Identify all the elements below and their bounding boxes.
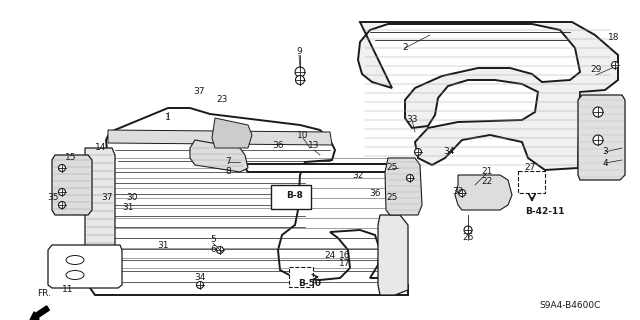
Text: 13: 13 xyxy=(308,141,320,150)
Circle shape xyxy=(458,189,465,196)
Text: 33: 33 xyxy=(406,116,418,124)
Text: 15: 15 xyxy=(65,154,77,163)
Circle shape xyxy=(611,61,618,68)
Polygon shape xyxy=(578,95,625,180)
Polygon shape xyxy=(358,22,618,170)
Text: 1: 1 xyxy=(165,114,171,123)
Polygon shape xyxy=(378,215,408,295)
FancyBboxPatch shape xyxy=(289,267,313,287)
Text: 32: 32 xyxy=(352,171,364,180)
Polygon shape xyxy=(52,155,92,215)
Text: 11: 11 xyxy=(62,284,74,293)
Polygon shape xyxy=(108,130,332,145)
Polygon shape xyxy=(245,164,398,172)
Text: FR.: FR. xyxy=(37,289,51,298)
Polygon shape xyxy=(212,118,252,148)
Text: 34: 34 xyxy=(195,274,205,283)
Ellipse shape xyxy=(66,255,84,265)
Text: 37: 37 xyxy=(193,87,205,97)
Text: 16: 16 xyxy=(339,251,351,260)
Text: 37: 37 xyxy=(101,194,113,203)
Circle shape xyxy=(295,67,305,77)
Text: 7: 7 xyxy=(225,157,231,166)
Circle shape xyxy=(593,107,603,117)
Text: 25: 25 xyxy=(387,164,397,172)
Text: 25: 25 xyxy=(387,194,397,203)
Text: 10: 10 xyxy=(297,132,308,140)
Text: 2: 2 xyxy=(402,44,408,52)
Circle shape xyxy=(196,282,204,289)
Text: 9: 9 xyxy=(296,47,302,57)
Text: 30: 30 xyxy=(126,194,138,203)
Circle shape xyxy=(58,202,65,209)
Text: 17: 17 xyxy=(339,260,351,268)
Text: 35: 35 xyxy=(47,194,59,203)
Circle shape xyxy=(58,164,65,172)
Text: S9A4-B4600C: S9A4-B4600C xyxy=(540,300,601,309)
Text: 27: 27 xyxy=(524,164,536,172)
Text: 21: 21 xyxy=(481,166,493,175)
Text: 31: 31 xyxy=(157,241,169,250)
Text: 24: 24 xyxy=(324,251,335,260)
Text: B-50: B-50 xyxy=(298,278,321,287)
Circle shape xyxy=(406,174,413,181)
Polygon shape xyxy=(85,148,115,275)
Text: 6: 6 xyxy=(210,244,216,253)
Text: 5: 5 xyxy=(210,235,216,244)
Text: 18: 18 xyxy=(608,34,620,43)
Circle shape xyxy=(593,135,603,145)
Polygon shape xyxy=(190,140,248,172)
Text: 29: 29 xyxy=(590,66,602,75)
Text: 36: 36 xyxy=(272,140,284,149)
FancyBboxPatch shape xyxy=(271,185,311,209)
Circle shape xyxy=(415,148,422,156)
FancyBboxPatch shape xyxy=(518,171,545,193)
Text: B-42-11: B-42-11 xyxy=(525,207,564,217)
Polygon shape xyxy=(455,175,512,210)
Circle shape xyxy=(216,246,223,253)
Circle shape xyxy=(58,188,65,196)
Text: 3: 3 xyxy=(602,148,608,156)
Text: 22: 22 xyxy=(481,177,493,186)
Text: 26: 26 xyxy=(462,233,474,242)
Text: 34: 34 xyxy=(444,148,454,156)
FancyArrow shape xyxy=(30,306,49,320)
Text: 32: 32 xyxy=(452,187,464,196)
Circle shape xyxy=(296,76,305,84)
Text: 14: 14 xyxy=(95,143,107,153)
Text: 23: 23 xyxy=(216,95,228,105)
Text: 4: 4 xyxy=(602,158,608,167)
Polygon shape xyxy=(385,158,422,215)
Ellipse shape xyxy=(66,270,84,279)
Polygon shape xyxy=(88,108,408,295)
Text: B-8: B-8 xyxy=(287,190,303,199)
Polygon shape xyxy=(48,245,122,288)
Circle shape xyxy=(464,226,472,234)
Text: 8: 8 xyxy=(225,167,231,177)
Text: 31: 31 xyxy=(122,203,134,212)
Text: 36: 36 xyxy=(369,188,381,197)
